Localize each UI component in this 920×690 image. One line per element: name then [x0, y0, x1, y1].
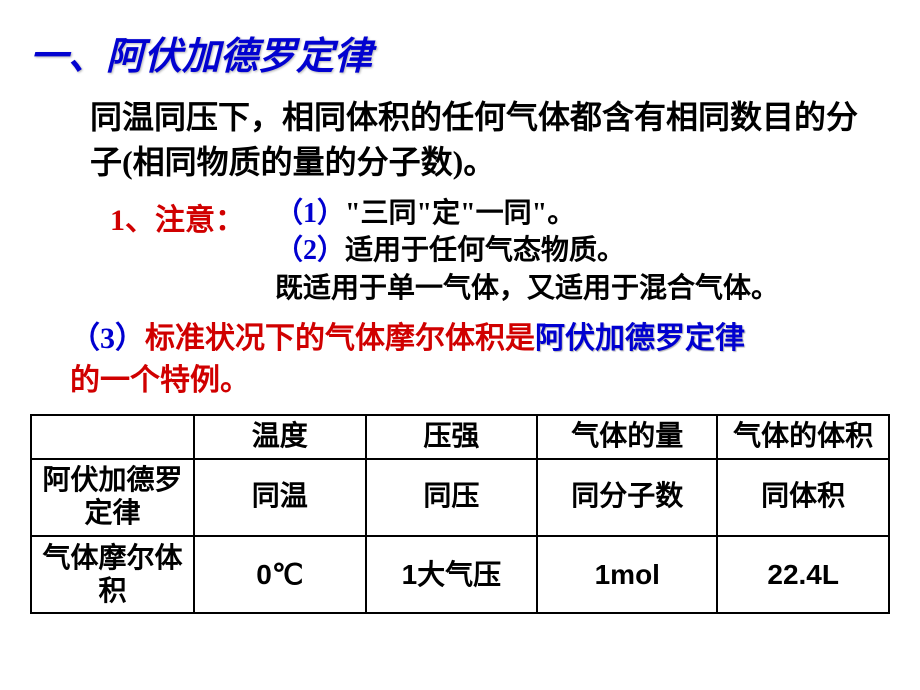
- row1-amount: 同分子数: [537, 459, 717, 536]
- row2-temp: 0℃: [194, 536, 366, 613]
- slide-title: 一、阿伏加德罗定律: [30, 25, 890, 80]
- point-3: （3）标准状况下的气体摩尔体积是阿伏加德罗定律的一个特例。: [30, 318, 890, 402]
- point-3-red: 标准状况下的气体摩尔体积是: [145, 322, 535, 355]
- th-amount: 气体的量: [537, 415, 717, 459]
- table-header-row: 温度 压强 气体的量 气体的体积: [31, 415, 889, 459]
- th-volume: 气体的体积: [717, 415, 889, 459]
- note-2-text: 适用于任何气态物质。: [345, 235, 625, 266]
- note-item-2b: 既适用于单一气体，又适用于混合气体。: [275, 270, 779, 308]
- main-description: 同温同压下，相同体积的任何气体都含有相同数目的分子(相同物质的量的分子数)。: [30, 95, 890, 185]
- row1-pressure: 同压: [366, 459, 538, 536]
- point-3-tail: 的一个特例。: [70, 364, 250, 397]
- row2-label: 气体摩尔体积: [31, 536, 194, 613]
- note-item-1: （1）"三同"定"一同"。: [275, 195, 779, 233]
- point-3-num: （3）: [70, 322, 145, 355]
- table-row-molar-volume: 气体摩尔体积 0℃ 1大气压 1mol 22.4L: [31, 536, 889, 613]
- row1-temp: 同温: [194, 459, 366, 536]
- note-1-num: （1）: [275, 198, 345, 229]
- th-empty: [31, 415, 194, 459]
- row1-label: 阿伏加德罗定律: [31, 459, 194, 536]
- row2-pressure: 1大气压: [366, 536, 538, 613]
- row2-volume: 22.4L: [717, 536, 889, 613]
- note-label: 1、注意：: [30, 195, 245, 239]
- point-3-blue: 阿伏加德罗定律: [535, 322, 745, 355]
- note-item-2: （2）适用于任何气态物质。: [275, 232, 779, 270]
- th-temp: 温度: [194, 415, 366, 459]
- th-pressure: 压强: [366, 415, 538, 459]
- row2-amount: 1mol: [537, 536, 717, 613]
- row1-volume: 同体积: [717, 459, 889, 536]
- note-content: （1）"三同"定"一同"。 （2）适用于任何气态物质。 既适用于单一气体，又适用…: [275, 195, 779, 308]
- note-block: 1、注意： （1）"三同"定"一同"。 （2）适用于任何气态物质。 既适用于单一…: [30, 195, 890, 308]
- note-2-num: （2）: [275, 235, 345, 266]
- comparison-table: 温度 压强 气体的量 气体的体积 阿伏加德罗定律 同温 同压 同分子数 同体积 …: [30, 414, 890, 614]
- table-row-avogadro: 阿伏加德罗定律 同温 同压 同分子数 同体积: [31, 459, 889, 536]
- note-1-text: "三同"定"一同"。: [345, 198, 575, 229]
